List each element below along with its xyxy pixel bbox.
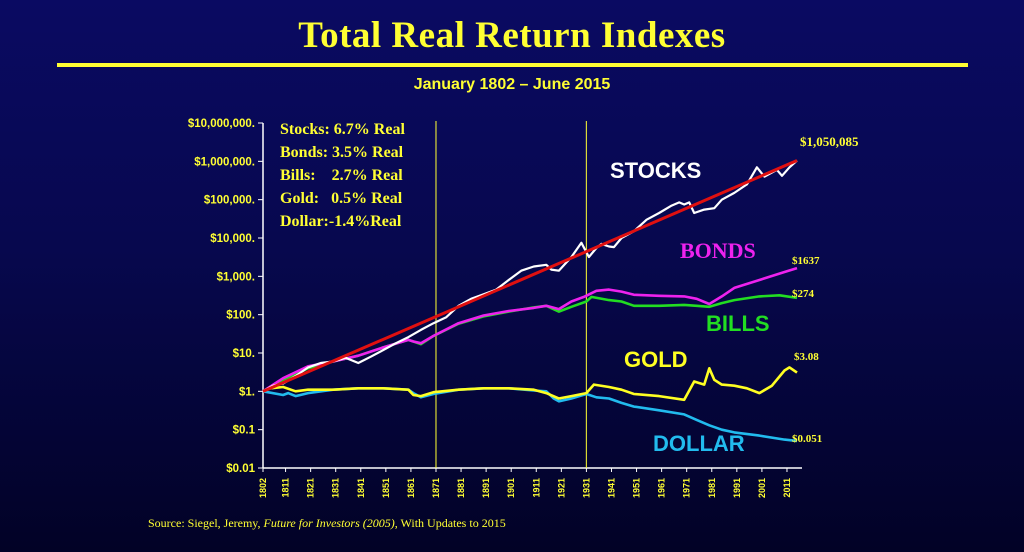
x-tick-label: 1831 xyxy=(331,478,341,498)
source-prefix: Source: Siegel, Jeremy, xyxy=(148,516,264,530)
series-label-gold: GOLD xyxy=(624,347,688,372)
series-label-dollar: DOLLAR xyxy=(653,431,745,456)
x-tick-label: 1841 xyxy=(356,478,366,498)
end-value-label-gold: $3.08 xyxy=(794,351,819,363)
x-tick-label: 1951 xyxy=(632,478,642,498)
series-label-stocks: STOCKS xyxy=(610,158,701,183)
x-tick-label: 1881 xyxy=(456,478,466,498)
series-line-bonds xyxy=(262,266,798,393)
chart-title: Total Real Return Indexes xyxy=(298,15,726,56)
end-value-label-bills: $274 xyxy=(792,288,815,300)
series-label-bills: BILLS xyxy=(706,311,770,336)
source-suffix: , With Updates to 2015 xyxy=(394,516,506,530)
x-tick-label: 1961 xyxy=(657,478,667,498)
x-tick-label: 1861 xyxy=(406,478,416,498)
end-value-label-bonds: $1637 xyxy=(792,255,820,267)
stat-dollar: Dollar:-1.4%Real xyxy=(280,213,402,230)
y-tick-label: $100,000. xyxy=(204,195,255,207)
source-book: Future for Investors (2005) xyxy=(263,516,395,530)
source-note: Source: Siegel, Jeremy, Future for Inves… xyxy=(148,516,506,531)
stat-bills: Bills: 2.7% Real xyxy=(280,167,403,184)
x-tick-label: 1821 xyxy=(306,478,316,498)
y-tick-label: $1,000. xyxy=(217,271,255,283)
x-tick-label: 2001 xyxy=(757,478,767,498)
title-underline xyxy=(57,63,968,67)
end-value-label-dollar: $0.051 xyxy=(792,433,822,445)
x-tick-label: 1911 xyxy=(531,478,541,498)
x-tick-label: 1921 xyxy=(556,478,566,498)
y-tick-label: $0.01 xyxy=(226,463,255,475)
x-tick-label: 1811 xyxy=(281,478,291,498)
y-tick-label: $10. xyxy=(233,348,255,360)
x-tick-label: 1802 xyxy=(258,478,268,498)
y-tick-label: $1. xyxy=(239,386,255,398)
x-tick-label: 1891 xyxy=(481,478,491,498)
stocks-trend-line xyxy=(262,159,798,393)
y-tick-label: $10,000,000. xyxy=(188,118,255,130)
y-tick-label: $0.1 xyxy=(233,425,256,437)
series-line-gold xyxy=(262,366,798,402)
x-tick-label: 1851 xyxy=(381,478,391,498)
y-tick-label: $100. xyxy=(226,310,255,322)
y-tick-label: $10,000. xyxy=(210,233,255,245)
stat-stocks: Stocks: 6.7% Real xyxy=(280,121,405,138)
x-tick-label: 2011 xyxy=(782,478,792,498)
return-stats-box: Stocks: 6.7% Real Bonds: 3.5% Real Bills… xyxy=(280,118,405,233)
x-tick-label: 1931 xyxy=(581,478,591,498)
y-tick-label: $1,000,000. xyxy=(194,156,255,168)
series-line-bills xyxy=(262,294,798,393)
series-label-bonds: BONDS xyxy=(680,238,756,263)
stat-gold: Gold: 0.5% Real xyxy=(280,190,403,207)
x-tick-label: 1941 xyxy=(606,478,616,498)
end-value-label-stocks: $1,050,085 xyxy=(800,134,859,149)
x-tick-label: 1981 xyxy=(707,478,717,498)
x-tick-label: 1991 xyxy=(732,478,742,498)
chart-subtitle: January 1802 – June 2015 xyxy=(413,76,611,93)
x-tick-label: 1901 xyxy=(506,478,516,498)
x-tick-label: 1871 xyxy=(431,478,441,498)
stat-bonds: Bonds: 3.5% Real xyxy=(280,144,404,161)
x-tick-label: 1971 xyxy=(682,478,692,498)
